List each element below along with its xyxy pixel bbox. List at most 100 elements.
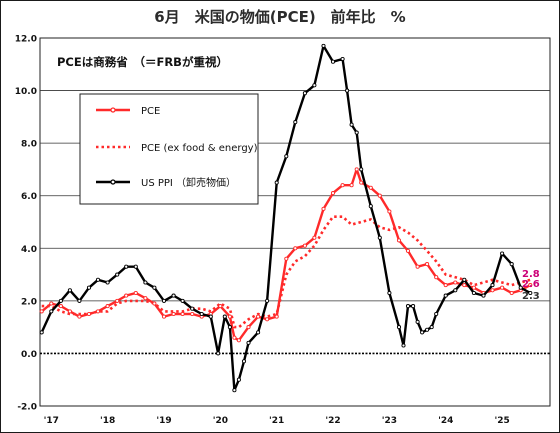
end-label: 2.3: [522, 291, 540, 302]
data-point: [161, 298, 167, 303]
data-point: [284, 154, 289, 159]
data-point: [312, 235, 317, 240]
data-point: [340, 183, 345, 188]
data-point: [500, 285, 505, 290]
x-tick-label: '24: [438, 416, 453, 426]
data-point: [396, 238, 402, 243]
data-point: [354, 130, 359, 135]
data-point: [368, 185, 373, 190]
data-point: [415, 264, 420, 269]
data-point: [359, 180, 364, 185]
data-point: [321, 43, 326, 48]
x-tick-label: '22: [325, 416, 340, 426]
data-point: [349, 122, 354, 127]
y-tick-label: 0.0: [21, 350, 37, 360]
data-point: [490, 288, 495, 293]
data-point: [152, 285, 157, 290]
x-tick-label: '21: [269, 416, 284, 426]
data-point: [256, 314, 261, 319]
data-point: [312, 83, 317, 88]
y-tick-label: 2.0: [21, 297, 37, 307]
data-point: [77, 314, 82, 319]
data-point: [462, 277, 467, 282]
data-point: [246, 340, 251, 345]
data-point: [227, 325, 232, 330]
data-point: [161, 314, 167, 319]
data-point: [190, 306, 195, 311]
data-point: [302, 91, 307, 96]
data-point: [528, 283, 533, 288]
data-point: [236, 377, 241, 382]
legend-item-ppi: US PPI （卸売物価）: [96, 176, 236, 189]
data-point: [49, 309, 54, 314]
source-note: PCEは商務省 （＝FRBが重視）: [57, 55, 228, 69]
data-point: [293, 120, 298, 125]
legend-item-pce: PCE: [96, 106, 160, 117]
data-point: [216, 351, 221, 356]
data-point: [49, 301, 54, 306]
data-point: [420, 330, 425, 335]
data-point: [105, 280, 110, 285]
data-point: [425, 327, 430, 332]
x-tick-label: '18: [100, 416, 115, 426]
data-point: [359, 167, 364, 172]
data-point: [95, 309, 101, 314]
data-point: [330, 59, 336, 64]
legend-label-pce-core: PCE (ex food & energy): [141, 143, 258, 154]
data-point: [105, 304, 110, 309]
data-point: [429, 325, 434, 330]
x-tick-label: '19: [156, 416, 171, 426]
data-point: [58, 304, 63, 309]
series-line-2: [40, 44, 531, 392]
data-point: [528, 290, 533, 296]
end-label: 2.8: [522, 269, 540, 280]
data-point: [124, 293, 129, 298]
legend: PCE PCE (ex food & energy) US PPI （卸売物価）: [79, 93, 259, 205]
data-point: [115, 272, 120, 277]
data-point: [190, 311, 195, 317]
x-tick-label: '25: [494, 416, 509, 426]
data-point: [345, 88, 350, 93]
data-point: [133, 290, 138, 296]
data-point: [330, 191, 336, 196]
y-axis-ticks: -2.0 0.0 2.0 4.0 6.0 8.0 10.0 12.0: [15, 35, 37, 413]
data-point: [236, 338, 241, 343]
x-axis-ticks: '17 '18 '19 '20 '21 '22 '23 '24 '25: [44, 416, 510, 426]
data-point: [124, 264, 129, 269]
data-point: [39, 330, 44, 335]
data-point: [246, 325, 251, 330]
data-point: [443, 283, 448, 288]
data-point: [415, 319, 420, 324]
data-point: [340, 56, 345, 62]
data-point: [405, 304, 411, 309]
legend-marker-ppi: [110, 179, 116, 185]
data-point: [481, 293, 486, 298]
data-point: [462, 283, 467, 288]
data-point: [265, 317, 270, 322]
data-point: [265, 298, 270, 303]
data-point: [434, 275, 439, 280]
legend-box: [79, 93, 259, 205]
data-point: [152, 301, 157, 306]
data-point: [180, 298, 185, 303]
data-point: [232, 388, 237, 393]
x-tick-label: '20: [213, 416, 228, 426]
legend-marker-pce: [110, 107, 116, 113]
data-point: [77, 298, 82, 303]
x-tick-label: '17: [44, 416, 59, 426]
data-point: [58, 298, 63, 303]
data-point: [434, 311, 439, 317]
data-point: [256, 330, 261, 335]
data-point: [274, 314, 279, 319]
data-point: [67, 309, 72, 314]
data-point: [349, 183, 354, 188]
data-point: [86, 285, 92, 290]
data-point: [354, 167, 359, 172]
data-point: [274, 180, 279, 185]
data-point: [171, 293, 176, 298]
data-point: [500, 251, 505, 256]
data-point: [143, 296, 148, 301]
data-point: [222, 314, 227, 319]
y-tick-label: 10.0: [15, 87, 37, 97]
